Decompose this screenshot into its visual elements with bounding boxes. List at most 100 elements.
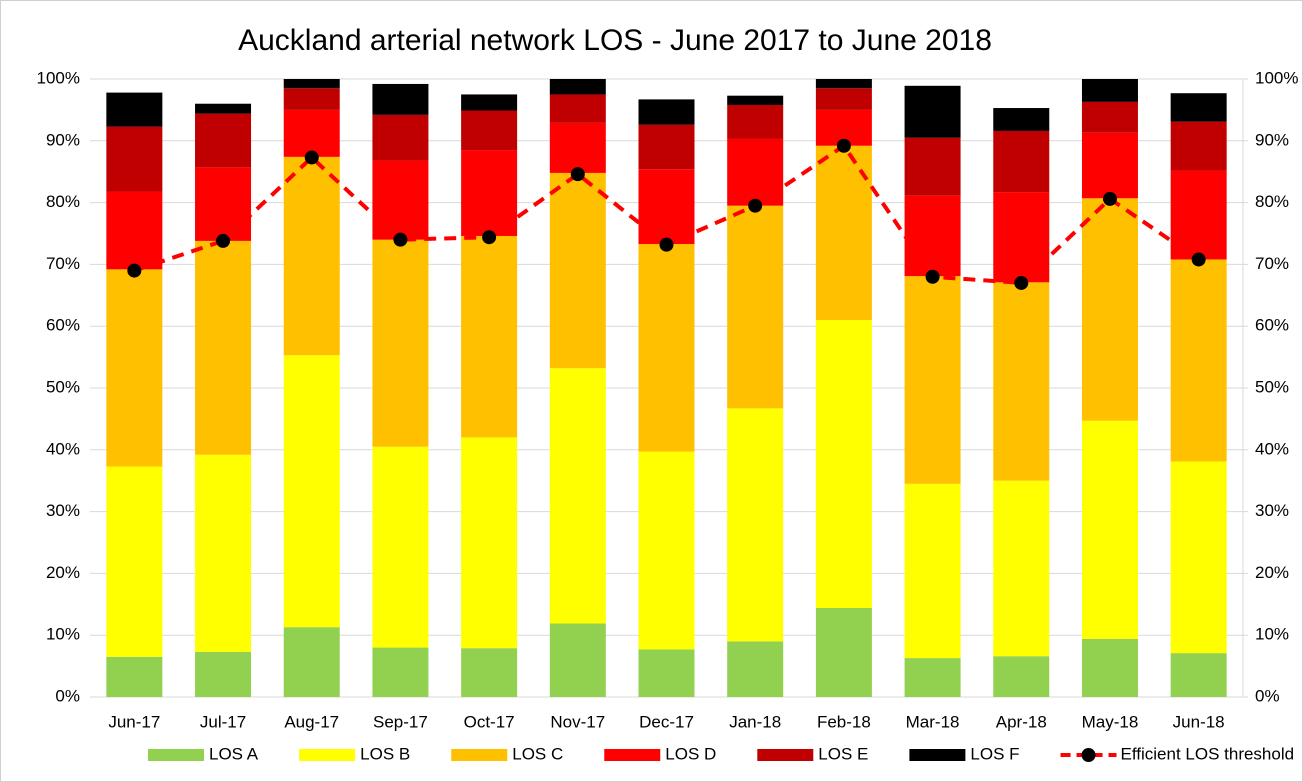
x-tick-label: Feb-18 (817, 712, 871, 731)
legend-swatch (757, 749, 814, 761)
x-tick-label: Jul-17 (200, 712, 246, 731)
bar-segment (1081, 638, 1138, 697)
bar-segment (461, 94, 518, 111)
bar-segment (638, 99, 695, 125)
bar-segment (727, 205, 784, 409)
legend-swatch (909, 749, 966, 761)
threshold-marker (748, 198, 763, 213)
y-tick-label: 70% (46, 254, 80, 273)
bar-segment (372, 446, 429, 648)
legend-marker (1081, 748, 1096, 762)
threshold-marker (659, 237, 674, 252)
threshold-marker (127, 263, 142, 278)
bar-segment (727, 408, 784, 642)
bar-segment (904, 276, 961, 484)
legend-item: LOS F (909, 744, 1020, 763)
y-tick-label: 60% (46, 316, 80, 335)
bar-segment (372, 160, 429, 240)
bar-segment (638, 649, 695, 697)
y2-tick-label: 40% (1255, 439, 1289, 458)
bar-segment (638, 124, 695, 170)
bar-segment (904, 137, 961, 196)
y-tick-label: 80% (46, 192, 80, 211)
bar-segment (1170, 121, 1227, 171)
bar-segment (727, 95, 784, 105)
bar-segment (815, 88, 872, 110)
x-tick-label: May-18 (1082, 712, 1139, 731)
bar-segment (1170, 461, 1227, 654)
y-tick-label: 40% (46, 439, 80, 458)
legend-label: LOS E (818, 744, 868, 763)
legend-swatch (148, 749, 204, 761)
bar-segment (106, 269, 163, 467)
threshold-marker (393, 232, 408, 247)
threshold-marker (482, 230, 497, 245)
bar-segment (461, 648, 518, 697)
threshold-marker (304, 150, 319, 165)
legend-item: LOS A (148, 744, 259, 763)
bar-segment (195, 167, 252, 241)
bar-segment (1081, 420, 1138, 639)
y-tick-label: 20% (46, 563, 80, 582)
bar-segment (106, 126, 163, 192)
x-tick-label: Jan-18 (729, 712, 781, 731)
bar-segment (904, 658, 961, 697)
bar-segment (283, 79, 340, 89)
bar-segment (549, 79, 606, 95)
bar-segment (549, 122, 606, 173)
y-tick-label: 50% (46, 377, 80, 396)
bar-segment (727, 138, 784, 206)
bar-segment (195, 113, 252, 168)
bar-segment (993, 130, 1050, 193)
bar-segment (461, 110, 518, 151)
bar-segment (195, 651, 252, 697)
y2-tick-label: 80% (1255, 192, 1289, 211)
legend-label: LOS A (209, 744, 259, 763)
bar-segment (1081, 132, 1138, 199)
threshold-marker (1102, 191, 1117, 206)
y2-tick-label: 30% (1255, 501, 1289, 520)
bar-segment (993, 656, 1050, 697)
bar-segment (638, 169, 695, 245)
legend-item: LOS D (604, 744, 716, 763)
y2-tick-label: 100% (1255, 68, 1298, 87)
legend-swatch (451, 749, 508, 761)
x-tick-label: Aug-17 (284, 712, 339, 731)
bar-segment (993, 480, 1050, 657)
bar-segment (993, 192, 1050, 283)
bar-segment (195, 103, 252, 114)
bar-segment (195, 454, 252, 652)
bar-segment (1081, 198, 1138, 421)
y2-tick-label: 60% (1255, 316, 1289, 335)
legend-item: LOS C (451, 744, 563, 763)
x-tick-label: Oct-17 (464, 712, 515, 731)
legend-swatch (299, 749, 356, 761)
legend-item: Efficient LOS threshold (1060, 744, 1294, 763)
legend-label: LOS D (665, 744, 716, 763)
bar-segment (283, 355, 340, 628)
bar-segment (549, 623, 606, 697)
x-tick-label: Jun-17 (108, 712, 160, 731)
bar-segment (993, 108, 1050, 131)
bar-segment (1170, 259, 1227, 462)
bar-segment (283, 88, 340, 110)
y2-tick-label: 0% (1255, 686, 1280, 705)
bar-segment (904, 195, 961, 277)
bar-segment (372, 83, 429, 115)
threshold-marker (925, 269, 940, 284)
legend-item: LOS E (757, 744, 868, 763)
chart-title: Auckland arterial network LOS - June 201… (238, 24, 992, 57)
threshold-marker (216, 233, 231, 248)
bar-segment (106, 466, 163, 657)
bar-segment (106, 656, 163, 697)
x-tick-label: Sep-17 (373, 712, 428, 731)
bar-segment (638, 451, 695, 650)
bar-segment (372, 239, 429, 447)
bar-segment (372, 114, 429, 161)
bar-segment (461, 235, 518, 438)
bar-segment (549, 368, 606, 624)
bar-segment (372, 647, 429, 697)
bar-segment (1170, 93, 1227, 122)
legend-swatch (604, 749, 661, 761)
y-tick-label: 30% (46, 501, 80, 520)
